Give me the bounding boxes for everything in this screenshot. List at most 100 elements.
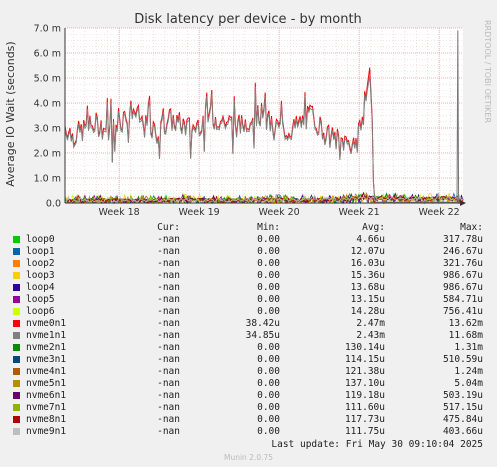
legend-avg: 137.10u (344, 378, 385, 389)
legend-avg: 119.18u (344, 390, 385, 401)
series-line-nvme8n1 (64, 193, 464, 205)
legend-max: 756.41u (442, 306, 483, 317)
legend-min: 0.00 (257, 402, 280, 413)
legend-min: 0.00 (257, 282, 280, 293)
last-update: Last update: Fri May 30 09:10:04 2025 (271, 439, 483, 450)
legend-swatch (13, 404, 20, 411)
legend-cur: -nan (157, 378, 180, 389)
legend-max: 503.19u (442, 390, 483, 401)
y-tick-label: 6.0 m (34, 49, 61, 60)
legend-swatch (13, 380, 20, 387)
legend-cur: -nan (157, 246, 180, 257)
legend-name: loop2 (26, 258, 55, 269)
legend-max: 1.31m (454, 342, 483, 353)
legend-max: 517.15u (442, 402, 483, 413)
x-tick-label: Week 21 (339, 207, 380, 218)
legend-max: 317.78u (442, 234, 483, 245)
legend-name: nvme4n1 (26, 366, 67, 377)
legend-min: 38.42u (245, 318, 280, 329)
legend-max: 5.04m (454, 378, 483, 389)
legend-avg: 121.38u (344, 366, 385, 377)
legend-name: loop1 (26, 246, 55, 257)
legend-max: 1.24m (454, 366, 483, 377)
legend-swatch (13, 320, 20, 327)
legend-name: nvme9n1 (26, 426, 67, 437)
y-tick-label: 7.0 m (34, 24, 61, 35)
legend-avg: 111.60u (344, 402, 385, 413)
legend-swatch (13, 392, 20, 399)
legend-cur: -nan (157, 270, 180, 281)
legend-avg: 130.14u (344, 342, 385, 353)
legend-swatch (13, 248, 20, 255)
legend-header-max: Max: (460, 222, 483, 233)
legend-swatch (13, 416, 20, 423)
legend-min: 0.00 (257, 270, 280, 281)
y-axis-label: Average IO Wait (seconds) (4, 41, 17, 186)
legend-cur: -nan (157, 294, 180, 305)
legend-avg: 12.07u (350, 246, 385, 257)
legend-name: nvme7n1 (26, 402, 67, 413)
legend-cur: -nan (157, 390, 180, 401)
x-ticks: Week 18 Week 19 Week 20 Week 21 Week 22 (99, 207, 460, 218)
legend-cur: -nan (157, 330, 180, 341)
legend-avg: 14.28u (350, 306, 385, 317)
legend-min: 0.00 (257, 378, 280, 389)
legend-name: nvme5n1 (26, 378, 67, 389)
munin-version: Munin 2.0.75 (223, 453, 274, 462)
legend-name: nvme3n1 (26, 354, 67, 365)
legend-cur: -nan (157, 426, 180, 437)
legend-max: 403.66u (442, 426, 483, 437)
legend-max: 475.84u (442, 414, 483, 425)
legend-max: 321.76u (442, 258, 483, 269)
legend-avg: 4.66u (356, 234, 385, 245)
legend-avg: 117.73u (344, 414, 385, 425)
series-lines (64, 30, 464, 205)
legend-row: nvme7n1 -nan 0.00 111.60u 517.15u (0, 402, 497, 414)
legend-swatch (13, 332, 20, 339)
legend-header-avg: Avg: (362, 222, 385, 233)
legend-avg: 13.15u (350, 294, 385, 305)
legend-min: 0.00 (257, 258, 280, 269)
legend-name: loop6 (26, 306, 55, 317)
legend-avg: 16.03u (350, 258, 385, 269)
legend-name: nvme2n1 (26, 342, 67, 353)
legend-header: Cur: Min: Avg: Max: (0, 222, 497, 234)
legend-name: loop4 (26, 282, 55, 293)
legend-row: loop1 -nan 0.00 12.07u 246.67u (0, 246, 497, 258)
legend-cur: -nan (157, 354, 180, 365)
legend-swatch (13, 260, 20, 267)
legend-cur: -nan (157, 258, 180, 269)
legend-min: 34.85u (245, 330, 280, 341)
legend-cur: -nan (157, 414, 180, 425)
legend-row: loop6 -nan 0.00 14.28u 756.41u (0, 306, 497, 318)
legend-name: loop0 (26, 234, 55, 245)
legend-row: nvme5n1 -nan 0.00 137.10u 5.04m (0, 378, 497, 390)
legend-swatch (13, 428, 20, 435)
legend-cur: -nan (157, 402, 180, 413)
x-tick-label: Week 20 (259, 207, 300, 218)
legend-row: nvme0n1 -nan 38.42u 2.47m 13.62m (0, 318, 497, 330)
y-tick-label: 4.0 m (34, 99, 61, 110)
legend-cur: -nan (157, 342, 180, 353)
legend-name: loop5 (26, 294, 55, 305)
legend-cur: -nan (157, 282, 180, 293)
legend-swatch (13, 236, 20, 243)
legend-min: 0.00 (257, 354, 280, 365)
series-line-nvme1n1 (64, 74, 463, 203)
x-tick-label: Week 22 (419, 207, 460, 218)
legend-avg: 2.47m (356, 318, 385, 329)
legend-avg: 13.68u (350, 282, 385, 293)
legend-min: 0.00 (257, 426, 280, 437)
legend-row: nvme8n1 -nan 0.00 117.73u 475.84u (0, 414, 497, 426)
legend-swatch (13, 284, 20, 291)
legend-row: nvme9n1 -nan 0.00 111.75u 403.66u (0, 426, 497, 438)
legend-swatch (13, 368, 20, 375)
legend-max: 11.68m (448, 330, 483, 341)
x-axis-arrow (460, 200, 466, 206)
legend-max: 986.67u (442, 270, 483, 281)
legend-row: nvme1n1 -nan 34.85u 2.43m 11.68m (0, 330, 497, 342)
chart-title: Disk latency per device - by month (134, 12, 362, 27)
legend-row: loop2 -nan 0.00 16.03u 321.76u (0, 258, 497, 270)
y-tick-label: 1.0 m (34, 174, 61, 185)
legend-swatch (13, 344, 20, 351)
